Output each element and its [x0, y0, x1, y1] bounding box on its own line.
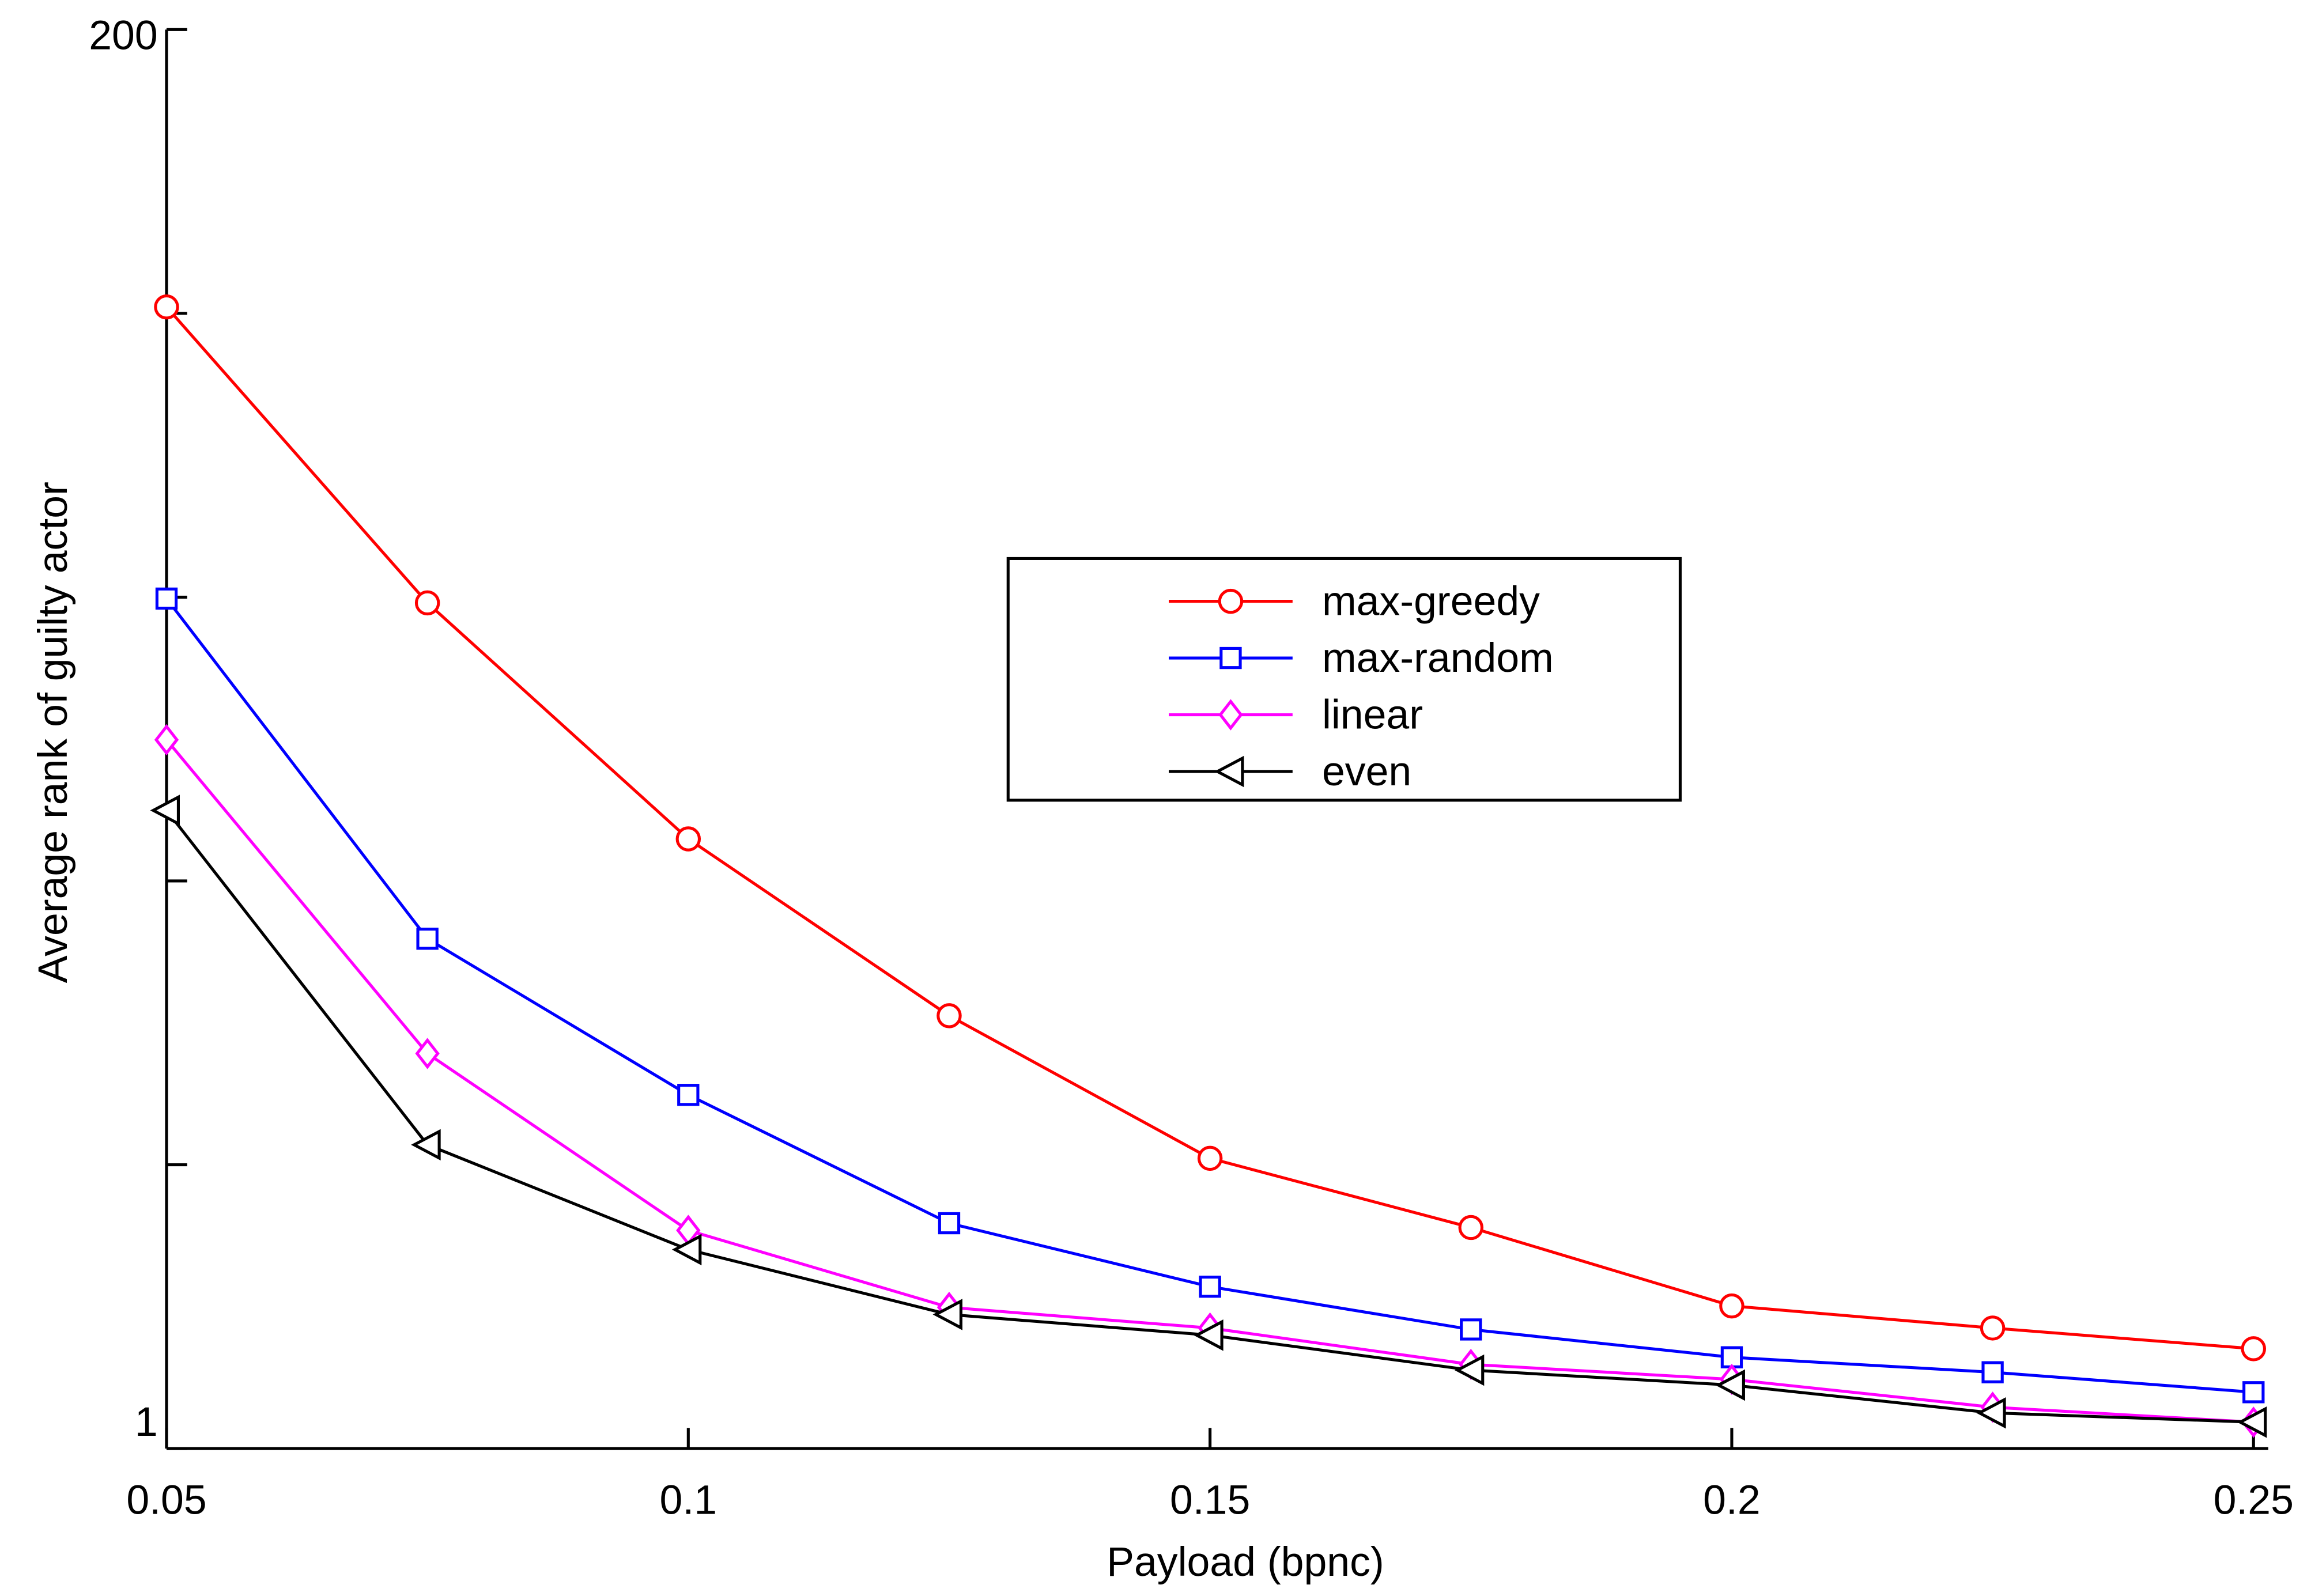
marker — [1219, 646, 1242, 670]
x-tick-label: 0.05 — [126, 1477, 206, 1523]
marker — [1976, 1397, 2006, 1429]
marker — [1218, 588, 1244, 614]
marker — [1715, 1369, 1745, 1401]
legend-label: linear — [1322, 692, 1423, 738]
marker — [671, 1234, 702, 1266]
marker — [1981, 1361, 2004, 1383]
y-tick-label: 200 — [89, 13, 157, 59]
legend-label: max-greedy — [1322, 578, 1540, 625]
marker — [677, 1084, 700, 1106]
series-line — [165, 306, 2254, 1351]
marker — [932, 1299, 962, 1330]
x-tick-label: 0.15 — [1170, 1477, 1250, 1523]
x-tick-label: 0.1 — [660, 1477, 718, 1523]
marker — [1214, 755, 1244, 788]
marker — [1458, 1215, 1484, 1241]
marker — [937, 1003, 962, 1028]
x-axis-label: Payload (bpnc) — [1107, 1539, 1384, 1585]
marker — [414, 590, 440, 616]
marker — [415, 1038, 440, 1069]
legend-label: max-random — [1322, 635, 1554, 681]
marker — [416, 928, 439, 950]
legend-label: even — [1322, 748, 1411, 795]
marker — [938, 1212, 961, 1235]
marker — [1454, 1354, 1485, 1386]
y-axis-label: Average rank of guilty actor — [30, 482, 76, 983]
marker — [155, 587, 178, 610]
marker — [675, 826, 701, 852]
x-tick-label: 0.25 — [2214, 1477, 2294, 1523]
marker — [154, 294, 179, 320]
marker — [1719, 1293, 1744, 1319]
marker — [2242, 1381, 2265, 1404]
marker — [1218, 699, 1243, 731]
marker — [1460, 1318, 1482, 1341]
x-tick-label: 0.2 — [1703, 1477, 1761, 1523]
marker — [1980, 1315, 2006, 1341]
marker — [1197, 1145, 1223, 1171]
legend-box — [1006, 557, 1682, 802]
marker — [150, 795, 180, 826]
marker — [2237, 1406, 2267, 1438]
marker — [411, 1129, 441, 1161]
marker — [1194, 1319, 1224, 1351]
marker — [2241, 1336, 2266, 1361]
y-tick-label: 1 — [135, 1399, 158, 1445]
marker — [1199, 1275, 1221, 1298]
marker — [154, 724, 179, 756]
